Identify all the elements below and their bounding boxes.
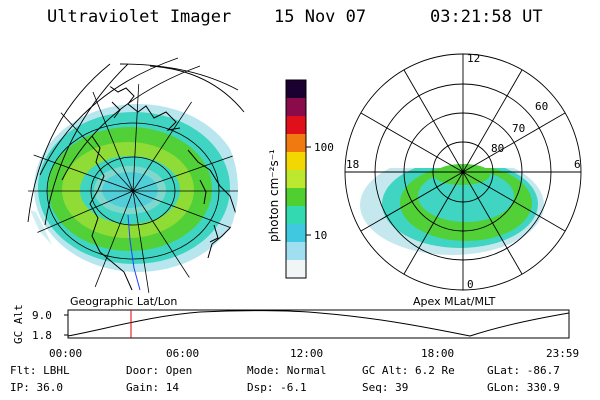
coastlines bbox=[89, 84, 237, 291]
apex-grid bbox=[344, 53, 582, 291]
param-gc-alt: GC Alt: 6.2 Re bbox=[362, 364, 455, 377]
xtick-0600: 06:00 bbox=[166, 347, 199, 360]
mlt-label-12: 12 bbox=[467, 52, 480, 65]
mlat-label-70: 70 bbox=[512, 122, 525, 135]
mlt-label-0: 0 bbox=[467, 278, 474, 291]
xtick-1800: 18:00 bbox=[421, 347, 454, 360]
param-glon: GLon: 330.9 bbox=[487, 381, 560, 394]
colorbar-swatch bbox=[286, 206, 306, 225]
param-gain: Gain: 14 bbox=[126, 381, 179, 394]
colorbar-tick-100: 100 bbox=[314, 141, 334, 154]
colorbar-swatch bbox=[286, 224, 306, 243]
param-mode: Mode: Normal bbox=[247, 364, 327, 377]
colorbar-swatch bbox=[286, 152, 306, 171]
xtick-0000: 00:00 bbox=[49, 347, 82, 360]
geo-panel-label: Geographic Lat/Lon bbox=[70, 295, 177, 308]
observation-date: 15 Nov 07 bbox=[274, 7, 367, 27]
param-flt: Flt: LBHL bbox=[10, 364, 70, 377]
colorbar-swatch bbox=[286, 134, 306, 153]
altitude-ytick-low: 1.8 bbox=[32, 329, 52, 342]
xtick-1200: 12:00 bbox=[290, 347, 323, 360]
colorbar-swatch bbox=[286, 116, 306, 135]
mlt-label-18: 18 bbox=[346, 158, 359, 171]
param-seq: Seq: 39 bbox=[362, 381, 409, 394]
apex-map: 12 18 6 0 60 70 80 bbox=[344, 52, 582, 291]
colorbar-unit-label: photon cm⁻²s⁻¹ bbox=[267, 149, 281, 242]
colorbar-swatch bbox=[286, 242, 306, 261]
mlat-label-60: 60 bbox=[535, 100, 548, 113]
geo-outer-arcs bbox=[27, 57, 245, 226]
colorbar: 100 10 photon cm⁻²s⁻¹ bbox=[267, 79, 334, 279]
colorbar-swatch bbox=[286, 98, 306, 117]
apex-panel-label: Apex MLat/MLT bbox=[413, 295, 496, 308]
param-dsp: Dsp: -6.1 bbox=[247, 381, 307, 394]
colorbar-swatch bbox=[286, 260, 306, 279]
altitude-ylabel: GC Alt bbox=[12, 304, 25, 344]
mlat-label-80: 80 bbox=[491, 142, 504, 155]
instrument-title: Ultraviolet Imager bbox=[47, 7, 232, 27]
param-door: Door: Open bbox=[126, 364, 193, 377]
colorbar-tick-10: 10 bbox=[314, 229, 327, 242]
colorbar-swatch bbox=[286, 80, 306, 99]
param-ip: IP: 36.0 bbox=[10, 381, 63, 394]
param-glat: GLat: -86.7 bbox=[487, 364, 560, 377]
observation-time: 03:21:58 UT bbox=[430, 7, 543, 27]
colorbar-swatch bbox=[286, 170, 306, 189]
altitude-plot: GC Alt 9.0 1.8 00:00 06:00 12:00 18:00 2… bbox=[12, 304, 579, 360]
mlt-label-6: 6 bbox=[574, 158, 581, 171]
colorbar-swatch bbox=[286, 188, 306, 207]
footprint-track bbox=[127, 214, 141, 291]
altitude-curve bbox=[67, 310, 570, 337]
geo-map bbox=[27, 57, 245, 294]
xtick-2359: 23:59 bbox=[546, 347, 579, 360]
altitude-ytick-high: 9.0 bbox=[32, 309, 52, 322]
